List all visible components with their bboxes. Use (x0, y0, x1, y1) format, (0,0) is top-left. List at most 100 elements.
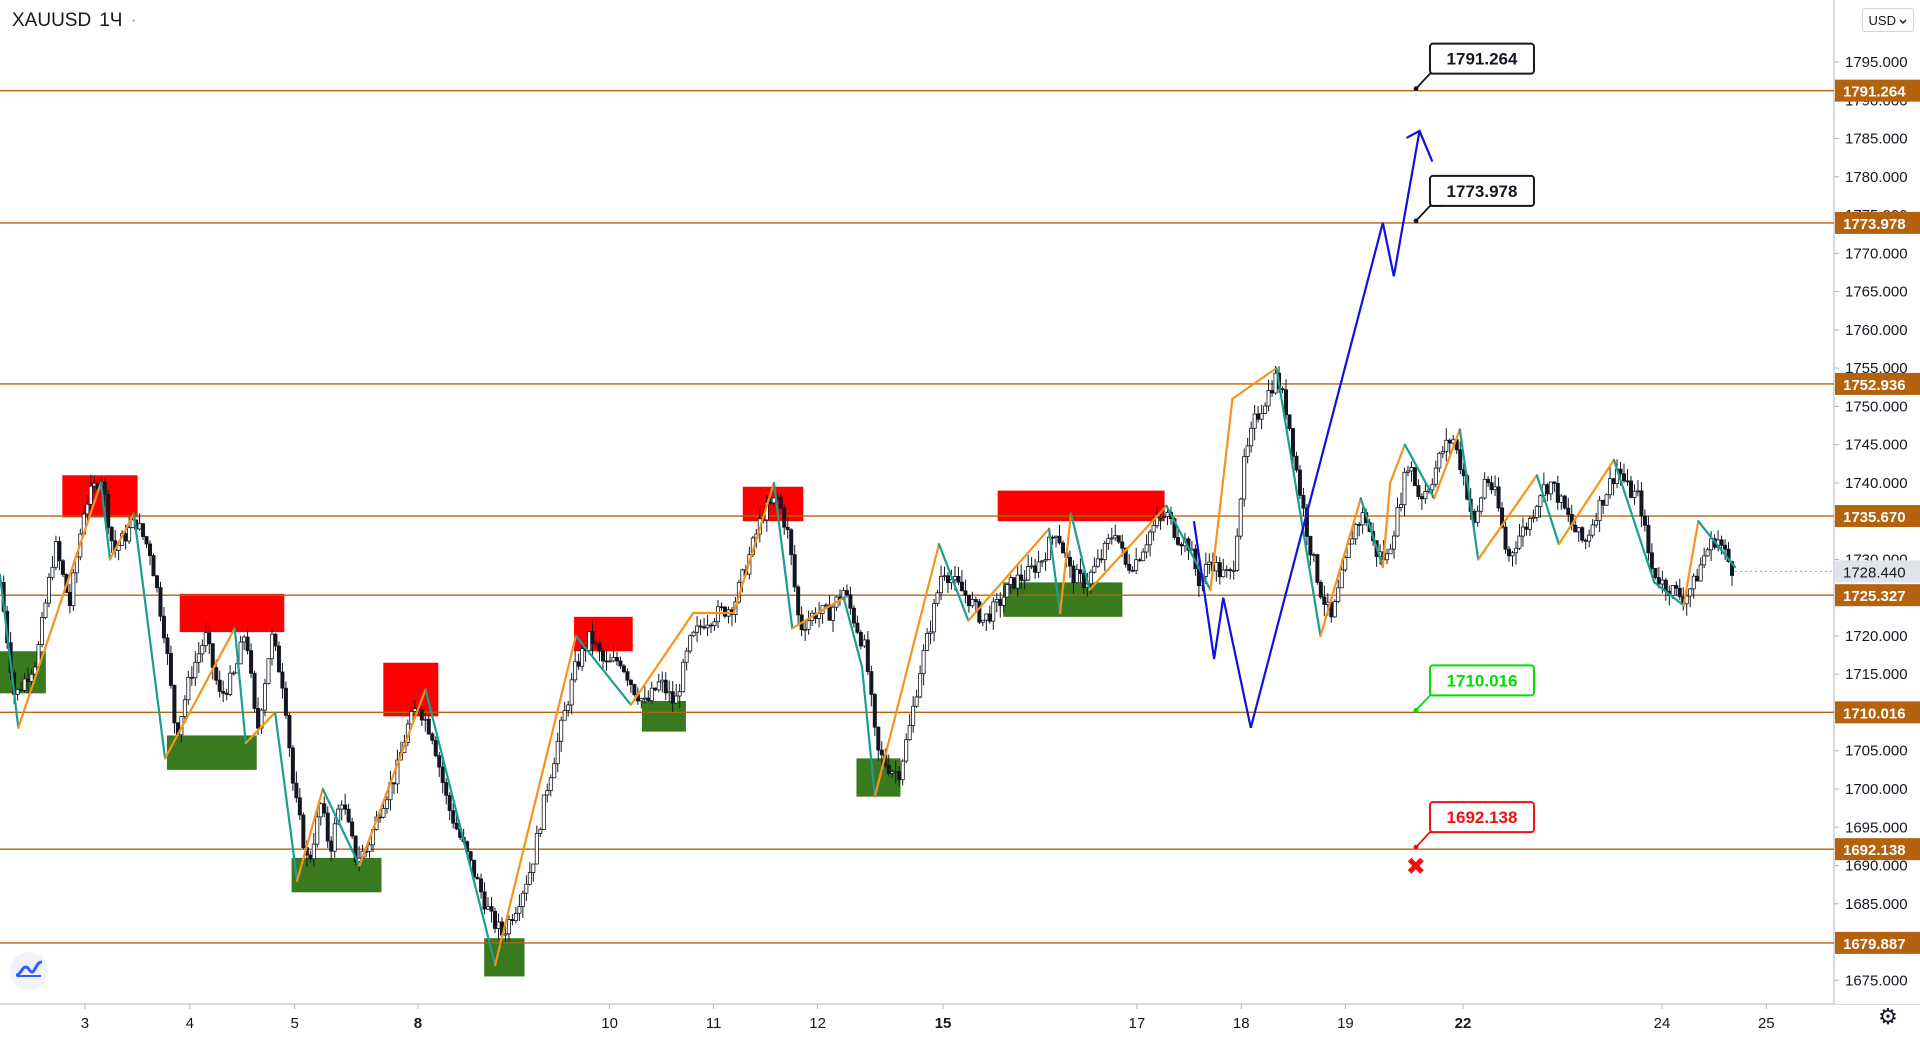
candle-body (1019, 574, 1024, 581)
candle-body (496, 921, 501, 929)
candle-body (318, 803, 323, 818)
gear-icon: ⚙ (1878, 1004, 1898, 1029)
candle-body (719, 606, 724, 609)
demand-zone (166, 735, 257, 770)
tradingview-logo-icon (15, 960, 43, 983)
candle-body (1538, 495, 1543, 507)
candle-body (475, 876, 480, 880)
candle-body (1245, 445, 1250, 457)
candle-body (1249, 427, 1254, 447)
candle-body (22, 678, 27, 691)
tradingview-logo-button[interactable] (10, 952, 48, 990)
level-tag-label: 1752.936 (1843, 377, 1906, 394)
candle-body (1322, 596, 1327, 605)
zigzag-segment (1612, 458, 1656, 584)
symbol-header[interactable]: XAUUSD 1Ч · (8, 8, 141, 34)
zigzag-segment (574, 634, 632, 706)
candle-body (294, 782, 299, 799)
candle-body (444, 782, 449, 796)
x-tick-label: 12 (809, 1015, 826, 1032)
candle-body (1409, 467, 1414, 472)
candle-body (939, 575, 944, 594)
candle-body (973, 599, 978, 603)
supply-zone (179, 593, 285, 633)
candle-body (709, 624, 714, 627)
candle-body (123, 532, 128, 542)
candle-body (1148, 531, 1153, 546)
candle-body (1116, 535, 1121, 543)
candle-body (803, 628, 808, 631)
candle-body (1388, 548, 1393, 555)
projection-arrowhead (1405, 129, 1434, 162)
callout-anchor (1413, 218, 1419, 224)
zigzag-segment (1209, 397, 1234, 592)
candle-body (1618, 468, 1623, 475)
candle-body (67, 592, 72, 606)
candle-body (1527, 518, 1532, 530)
candle-body (722, 606, 727, 617)
candle-body (1095, 558, 1100, 567)
candle-body (1252, 413, 1257, 429)
candle-body (698, 625, 703, 628)
candle-body (1510, 552, 1515, 557)
y-tick-label: 1755.000 (1845, 360, 1908, 377)
candle-body (890, 771, 895, 774)
candle-body (161, 615, 166, 639)
callout-text: 1791.264 (1447, 50, 1518, 69)
x-tick-label: 5 (291, 1015, 299, 1032)
candle-body (1479, 497, 1484, 512)
time-axis-bg (0, 1005, 1920, 1040)
candle-body (604, 660, 609, 663)
candle-body (479, 878, 484, 893)
candle-body (301, 814, 306, 849)
candle-body (712, 621, 717, 626)
candle-body (1430, 483, 1435, 491)
candle-body (1486, 478, 1491, 484)
candle-body (437, 755, 442, 768)
candle-body (269, 633, 274, 660)
candle-body (1029, 565, 1034, 568)
candle-body (1270, 389, 1275, 394)
candle-body (531, 863, 536, 873)
candle-body (513, 912, 518, 922)
zigzag-segment (1047, 527, 1062, 615)
candle-body (71, 572, 76, 606)
candle-body (1346, 543, 1351, 559)
candle-body (1081, 573, 1086, 588)
candle-body (1001, 596, 1006, 606)
y-tick-label: 1750.000 (1845, 398, 1908, 415)
candle-body (1057, 535, 1062, 544)
candle-body (796, 586, 801, 616)
candle-body (290, 747, 295, 784)
candle-body (492, 910, 497, 929)
candle-body (228, 672, 233, 695)
y-tick-label: 1745.000 (1845, 437, 1908, 454)
currency-button[interactable]: USD (1861, 8, 1914, 32)
candle-body (1290, 428, 1295, 457)
stop-marker-icon: ✖ (1406, 854, 1426, 881)
candle-body (1597, 499, 1602, 522)
candle-body (88, 485, 93, 505)
candle-body (1353, 524, 1358, 540)
level-tag-label: 1791.264 (1843, 84, 1906, 101)
candle-body (642, 697, 647, 700)
candle-body (768, 501, 773, 504)
candle-body (1301, 494, 1306, 509)
x-tick-label: 8 (414, 1015, 422, 1032)
candle-body (1092, 565, 1097, 573)
candle-body (440, 766, 445, 783)
candle-body (53, 541, 58, 568)
candle-body (343, 804, 348, 810)
settings-button[interactable]: ⚙ (1874, 1003, 1902, 1031)
candle-body (39, 617, 44, 645)
level-price-tag: 1735.670 (1835, 505, 1920, 528)
level-tag-bg (1835, 79, 1920, 102)
candle-body (1050, 536, 1055, 539)
zigzag-segment (860, 665, 876, 798)
zigzag-segment (1535, 474, 1561, 546)
candle-body (1555, 483, 1560, 503)
candle-body (1109, 537, 1114, 540)
candle-body (1113, 535, 1118, 539)
